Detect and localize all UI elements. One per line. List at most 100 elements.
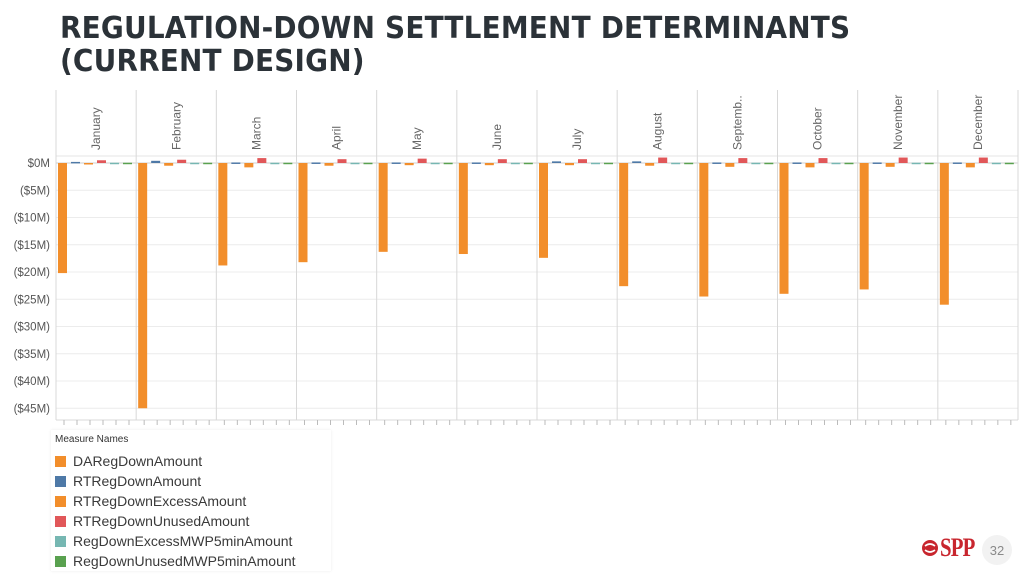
bar-RegDownExcessMWP5minAmount-10 xyxy=(911,162,921,165)
bar-DARegDownAmount-2 xyxy=(218,163,228,266)
page-number: 32 xyxy=(982,535,1012,565)
bar-RTRegDownExcessAmount-3 xyxy=(324,163,334,166)
bar-RTRegDownExcessAmount-10 xyxy=(885,163,895,167)
spp-logo-text: SPP xyxy=(940,533,975,562)
bar-RTRegDownExcessAmount-11 xyxy=(965,163,975,168)
legend-swatch xyxy=(55,495,66,507)
bar-RegDownExcessMWP5minAmount-2 xyxy=(270,162,280,165)
y-tick-label: ($15M) xyxy=(14,240,51,252)
legend-title: Measure Names xyxy=(55,434,129,445)
bar-chart: $0M ($5M) ($10M) ($15M) ($20M) ($25M) ($30M) ($… xyxy=(14,90,1019,425)
bar-RegDownExcessMWP5minAmount-8 xyxy=(751,162,761,165)
y-tick-label: ($40M) xyxy=(14,376,51,388)
bar-DARegDownAmount-8 xyxy=(699,163,709,297)
legend-swatch xyxy=(55,535,66,547)
bar-RTRegDownUnusedAmount-11 xyxy=(978,157,988,163)
legend-label: RegDownUnusedMWP5minAmount xyxy=(73,553,296,569)
spp-logo: SPP xyxy=(920,533,983,563)
legend-label: RTRegDownExcessAmount xyxy=(73,493,247,509)
bar-DARegDownAmount-1 xyxy=(138,163,148,409)
legend-swatch xyxy=(55,515,66,527)
bar-DARegDownAmount-11 xyxy=(939,163,949,305)
bar-RegDownUnusedMWP5minAmount-11 xyxy=(1004,162,1014,165)
bar-RTRegDownUnusedAmount-5 xyxy=(497,159,507,163)
bar-RTRegDownAmount-1 xyxy=(151,160,161,163)
slide-title: REGULATION-DOWN SETTLEMENT DETERMINANTS … xyxy=(60,12,850,78)
month-header-4: May xyxy=(410,127,424,150)
bar-RTRegDownAmount-10 xyxy=(872,162,882,164)
bar-RegDownExcessMWP5minAmount-5 xyxy=(510,162,520,165)
bar-RegDownUnusedMWP5minAmount-7 xyxy=(684,162,694,165)
legend-item: RegDownExcessMWP5minAmount xyxy=(51,531,331,551)
y-tick-label: ($35M) xyxy=(14,349,51,361)
bar-RTRegDownExcessAmount-5 xyxy=(484,163,494,166)
bar-RegDownUnusedMWP5minAmount-0 xyxy=(123,162,132,165)
bar-RegDownUnusedMWP5minAmount-3 xyxy=(363,162,373,165)
y-tick-label: ($20M) xyxy=(14,267,51,279)
spp-logo-icon xyxy=(922,540,938,556)
bar-RTRegDownExcessAmount-6 xyxy=(565,163,574,166)
bar-DARegDownAmount-0 xyxy=(58,163,67,274)
legend: Measure Names DARegDownAmount RTRegDownAm… xyxy=(51,430,331,571)
bar-RegDownUnusedMWP5minAmount-10 xyxy=(924,162,934,165)
bar-RegDownExcessMWP5minAmount-0 xyxy=(110,162,119,165)
bar-RegDownExcessMWP5minAmount-11 xyxy=(991,162,1001,165)
bar-RegDownExcessMWP5minAmount-7 xyxy=(671,162,681,165)
bar-RTRegDownAmount-3 xyxy=(311,162,321,164)
bar-RTRegDownUnusedAmount-0 xyxy=(97,160,106,163)
bar-RTRegDownExcessAmount-7 xyxy=(645,163,655,166)
month-header-5: June xyxy=(490,124,504,150)
bar-RTRegDownUnusedAmount-4 xyxy=(417,158,427,163)
bar-DARegDownAmount-3 xyxy=(298,163,308,263)
bar-DARegDownAmount-7 xyxy=(619,163,629,287)
bar-RTRegDownExcessAmount-2 xyxy=(244,163,254,168)
legend-item: RTRegDownAmount xyxy=(51,471,331,491)
bar-RTRegDownAmount-11 xyxy=(952,162,962,164)
bar-DARegDownAmount-10 xyxy=(859,163,869,290)
bar-RTRegDownUnusedAmount-10 xyxy=(898,157,908,163)
legend-label: RTRegDownUnusedAmount xyxy=(73,513,250,529)
legend-item: RTRegDownUnusedAmount xyxy=(51,511,331,531)
slide-title-line-2: (CURRENT DESIGN) xyxy=(60,44,365,79)
legend-swatch xyxy=(55,555,66,567)
bar-DARegDownAmount-6 xyxy=(539,163,548,258)
legend-item: DARegDownAmount xyxy=(51,451,331,471)
bar-DARegDownAmount-9 xyxy=(779,163,789,294)
bar-RegDownUnusedMWP5minAmount-6 xyxy=(604,162,613,165)
bar-RTRegDownAmount-5 xyxy=(471,162,481,164)
bar-RegDownExcessMWP5minAmount-1 xyxy=(190,162,200,165)
bar-RTRegDownAmount-6 xyxy=(552,161,561,163)
month-header-7: August xyxy=(650,112,664,150)
bar-RTRegDownUnusedAmount-7 xyxy=(658,157,668,163)
bar-DARegDownAmount-5 xyxy=(458,163,468,255)
y-tick-label: ($45M) xyxy=(14,403,51,415)
bar-RTRegDownUnusedAmount-6 xyxy=(578,159,587,163)
bar-RTRegDownUnusedAmount-1 xyxy=(177,159,187,163)
legend-label: RegDownExcessMWP5minAmount xyxy=(73,533,293,549)
month-header-0: January xyxy=(89,107,103,150)
bar-DARegDownAmount-4 xyxy=(378,163,388,252)
legend-items: DARegDownAmount RTRegDownAmount RTRegDownE… xyxy=(51,451,331,571)
bar-RegDownUnusedMWP5minAmount-9 xyxy=(844,162,854,165)
legend-label: DARegDownAmount xyxy=(73,453,203,469)
slide-title-line-1: REGULATION-DOWN SETTLEMENT DETERMINANTS xyxy=(60,11,851,46)
month-header-2: March xyxy=(249,117,263,150)
legend-swatch xyxy=(55,475,66,487)
month-header-10: November xyxy=(891,95,905,150)
bar-RTRegDownExcessAmount-9 xyxy=(805,163,815,168)
y-tick-label: ($10M) xyxy=(14,213,51,225)
bar-RegDownExcessMWP5minAmount-3 xyxy=(350,162,360,165)
bar-RegDownUnusedMWP5minAmount-8 xyxy=(764,162,774,165)
month-header-9: October xyxy=(811,107,825,150)
bar-RTRegDownAmount-9 xyxy=(792,162,802,164)
month-header-8: Septemb.. xyxy=(730,95,744,150)
bar-RegDownExcessMWP5minAmount-9 xyxy=(831,162,841,165)
y-tick-label: ($5M) xyxy=(20,185,50,197)
bar-RTRegDownAmount-4 xyxy=(391,162,401,164)
bar-RTRegDownAmount-2 xyxy=(231,162,241,164)
month-header-3: April xyxy=(330,126,344,150)
bar-RegDownExcessMWP5minAmount-4 xyxy=(430,162,440,165)
bar-RegDownUnusedMWP5minAmount-5 xyxy=(523,162,533,165)
bar-RTRegDownAmount-0 xyxy=(71,161,80,164)
bar-RegDownExcessMWP5minAmount-6 xyxy=(591,162,600,165)
